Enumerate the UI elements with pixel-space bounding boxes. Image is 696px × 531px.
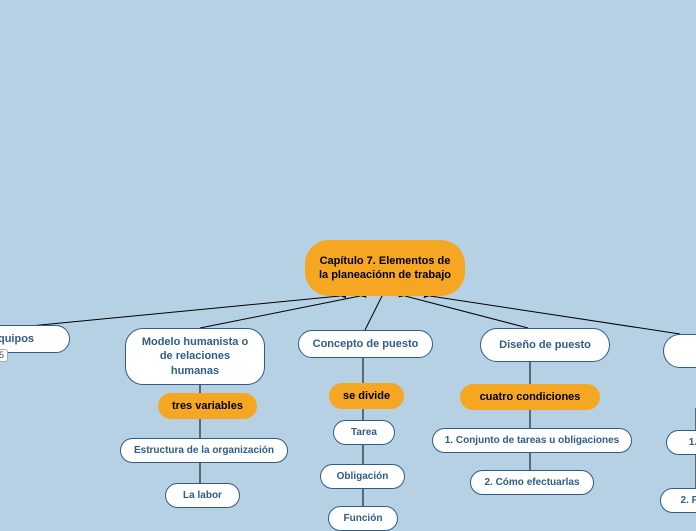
child-node-humanista-1[interactable]: La labor xyxy=(165,483,240,508)
child-node-concepto-2[interactable]: Función xyxy=(328,506,398,531)
child-node-humanista-0[interactable]: Estructura de la organización xyxy=(120,438,288,463)
branch-node-diseno[interactable]: Diseño de puesto xyxy=(480,328,610,362)
category-node-concepto[interactable]: se divide xyxy=(329,383,404,409)
child-node-concepto-1[interactable]: Obligación xyxy=(320,464,405,489)
root-node[interactable]: Capítulo 7. Elementos de la planeaciónn … xyxy=(305,240,465,296)
child-node-moti-1[interactable]: 2. Percepció xyxy=(660,488,696,513)
child-node-diseno-0[interactable]: 1. Conjunto de tareas u obligaciones xyxy=(432,428,632,453)
branch-node-humanista[interactable]: Modelo humanista o de relaciones humanas xyxy=(125,328,265,385)
expand-badge[interactable]: 5 xyxy=(0,349,8,362)
child-node-concepto-0[interactable]: Tarea xyxy=(333,420,395,445)
branch-node-moti[interactable]: moti diseñ xyxy=(663,334,696,368)
branch-node-equipos[interactable]: de equipos xyxy=(0,325,70,353)
child-node-diseno-1[interactable]: 2. Cómo efectuarlas xyxy=(470,470,594,495)
child-node-moti-0[interactable]: 1. Percep xyxy=(666,430,696,455)
category-node-diseno[interactable]: cuatro condiciones xyxy=(460,384,600,410)
branch-node-concepto[interactable]: Concepto de puesto xyxy=(298,330,433,358)
category-node-humanista[interactable]: tres variables xyxy=(158,393,257,419)
